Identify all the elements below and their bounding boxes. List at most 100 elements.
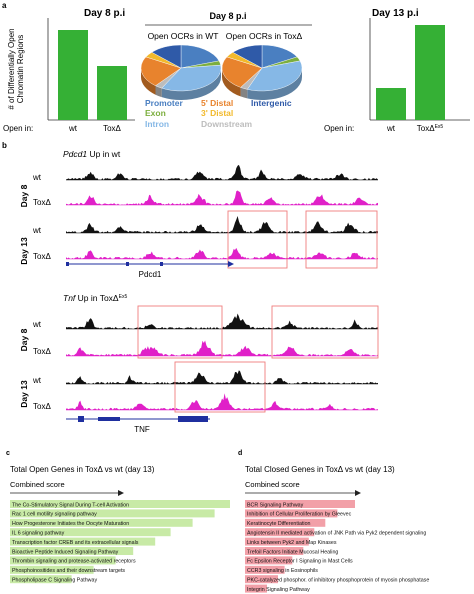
- pie-wt-slice-intron: [161, 64, 222, 92]
- pie-title-wt: Open OCRs in WT: [148, 31, 219, 41]
- legend-item-5distal: 5' Distal: [201, 98, 233, 108]
- pdcd1-gene-model: Pdcd1: [66, 261, 234, 279]
- pdcd1-signal-3: [66, 247, 378, 259]
- pie-tox-slice-intergenic: [232, 44, 263, 69]
- panel-d-label-6: Fc Epsilon Receptor I Signaling in Mast …: [247, 559, 353, 565]
- tnf-gene-model: TNF: [66, 416, 210, 434]
- panel-a-label: a: [2, 1, 7, 10]
- panel-c-label-0: The Co-Stimulatory Signal During T-cell …: [12, 502, 129, 508]
- panel-d-label-1: Inhibition of Cellular Proliferation by …: [247, 512, 352, 518]
- tnf-highlight-box-3: [174, 361, 266, 413]
- panel-c-label-6: Thrombin signaling and protease-activate…: [12, 559, 136, 565]
- tnf-exon: [78, 416, 84, 422]
- panel-a-pies: Day 8 p.i Open OCRs in WT Open OCRs in T…: [140, 11, 312, 129]
- pie-tox-side-downstream: [240, 87, 248, 99]
- panel-a-right-chart: Day 13 p.i Open in: wt ToxΔEx5: [324, 8, 470, 133]
- panel-c-label-8: Phospholipase C Signaling Pathway: [12, 578, 97, 584]
- left-cat-0: wt: [68, 124, 78, 133]
- right-cat-0: wt: [386, 124, 396, 133]
- legend-item-intergenic: Intergenic: [251, 98, 292, 108]
- pdcd1-highlight-box-2: [305, 210, 378, 269]
- pdcd1-track-label-2: wt: [32, 226, 42, 235]
- left-ylabel-line1: # of Differentially Open: [7, 28, 16, 109]
- panel-d-label-5: Trefoil Factors Initiate Mucosal Healing: [247, 549, 338, 555]
- panel-d-title: Total Closed Genes in ToxΔ vs wt (day 13…: [245, 465, 395, 474]
- pie-wt: [140, 44, 222, 100]
- pdcd1-exon: [66, 262, 69, 266]
- pie-wt-slice-promoter: [180, 44, 220, 69]
- tnf-track-label-1: ToxΔ: [33, 347, 51, 356]
- panel-d-bar-2: [245, 518, 326, 527]
- tnf-signal-3: [66, 393, 378, 410]
- panel-c-score-label: Combined score: [10, 480, 65, 489]
- panel-c-label: c: [6, 450, 10, 457]
- tnf-title: Tnf Up in ToxΔEx5: [63, 293, 127, 303]
- pie-tox-side-intron: [247, 68, 302, 100]
- pdcd1-tss-arrow: [228, 261, 234, 267]
- panel-a-left-chart: Day 8 p.i # of Differentially Open Chrom…: [3, 8, 135, 133]
- pdcd1-title: Pdcd1 Up in wt: [63, 149, 121, 159]
- tnf-exon: [98, 417, 120, 421]
- legend-item-exon: Exon: [145, 108, 166, 118]
- tnf-gene-label: TNF: [134, 425, 150, 434]
- panel-d-score-label: Combined score: [245, 480, 300, 489]
- pdcd1-tracks: [66, 164, 378, 260]
- pie-wt-side-intron: [161, 68, 221, 100]
- tnf-highlight-box-2: [271, 305, 379, 359]
- panel-c-label-5: Bioactive Peptide Induced Signaling Path…: [12, 549, 119, 555]
- pdcd1-highlight-box-1: [227, 210, 288, 269]
- tnf-track-label-3: ToxΔ: [33, 402, 51, 411]
- pdcd1-track-label-0: wt: [32, 173, 42, 182]
- right-chart-title: Day 13 p.i: [372, 8, 419, 19]
- pie-tox-slice-5distal: [221, 56, 263, 88]
- pdcd1-day8-label: Day 8: [19, 184, 29, 207]
- pie-tox: [221, 44, 303, 100]
- pdcd1-exon: [160, 262, 163, 266]
- left-open-in: Open in:: [3, 124, 33, 133]
- panel-d-label-9: Integrin Signaling Pathway: [247, 587, 310, 593]
- left-cat-1: ToxΔ: [103, 124, 121, 133]
- panel-d-label-4: Links between Pyk2 and Map Kinases: [247, 540, 337, 546]
- left-chart-title: Day 8 p.i: [84, 8, 125, 19]
- tnf-track-label-0: wt: [32, 320, 42, 329]
- legend-item-intron: Intron: [145, 119, 169, 129]
- panel-c-label-3: IL 6 signaling pathway: [12, 531, 65, 537]
- legend-item-promoter: Promoter: [145, 98, 183, 108]
- left-bar-0: [58, 30, 88, 120]
- panel-c-bar-0: [10, 500, 230, 508]
- panel-d-bar-0: [245, 500, 355, 508]
- tnf-track-label-2: wt: [32, 376, 42, 385]
- left-bar-1: [97, 66, 127, 120]
- tnf-exon: [178, 416, 208, 422]
- panel-d-bar-5: [245, 547, 304, 555]
- pie-tox-slice-promoter: [261, 44, 298, 69]
- pie-title-tox: Open OCRs in ToxΔ: [226, 31, 303, 41]
- panel-c-bar-1: [10, 509, 215, 518]
- left-ylabel-line2: Chromatin Regions: [16, 35, 25, 103]
- panel-d-label: d: [238, 450, 242, 457]
- pie-tox-slice-intron: [246, 60, 303, 92]
- pies-title: Day 8 p.i: [209, 11, 246, 21]
- panel-d-label-0: BCR Signaling Pathway: [247, 502, 304, 508]
- panel-d-bar-3: [245, 528, 315, 537]
- panel-d-label-3: Angiotensin II mediated activation of JN…: [247, 531, 426, 537]
- pdcd1-signal-0: [66, 164, 378, 180]
- pdcd1-gene-label: Pdcd1: [139, 270, 162, 279]
- panel-c-bar-8: [10, 575, 72, 584]
- panel-d-label-8: PKC-catalyzed phosphor. of inhibitory ph…: [247, 578, 429, 584]
- panel-d-bar-1: [245, 509, 338, 518]
- pie-wt-slice-5distal: [140, 56, 182, 86]
- panel-c-bar-4: [10, 537, 156, 546]
- panel-d-bar-9: [245, 584, 267, 593]
- panel-c-bar-2: [10, 518, 193, 527]
- panel-d-bar-7: [245, 565, 285, 574]
- panel-c-arrowhead: [118, 490, 124, 496]
- right-bar-1: [415, 25, 445, 120]
- panel-c-bar-5: [10, 547, 134, 555]
- panel-d-label-2: Keratinocyte Differentiation: [247, 521, 311, 527]
- tnf-highlight-box-1: [137, 305, 223, 359]
- tnf-signal-2: [66, 370, 378, 384]
- right-bar-0: [376, 88, 406, 120]
- panel-d-bar-4: [245, 537, 309, 546]
